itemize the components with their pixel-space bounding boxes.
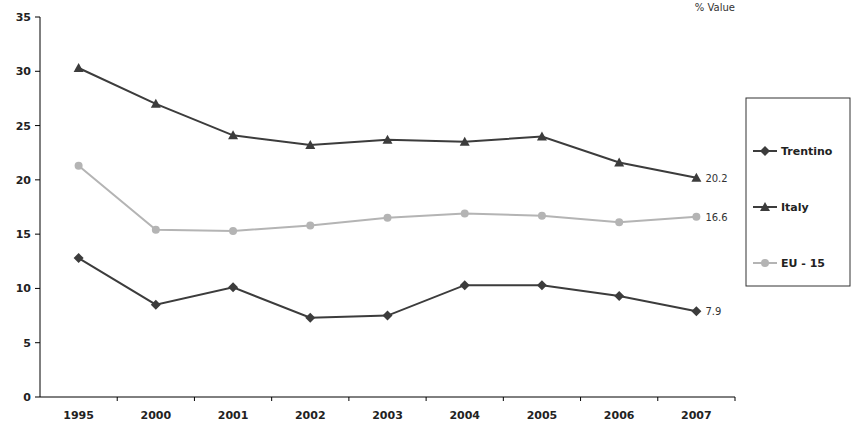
series-marker: [74, 253, 84, 263]
x-tick: [271, 397, 272, 401]
legend-label: EU - 15: [781, 257, 825, 270]
y-tick-label: 5: [23, 337, 31, 350]
series-marker: [228, 282, 238, 292]
series-marker: [537, 280, 547, 290]
x-tick: [117, 397, 118, 401]
x-tick: [348, 397, 349, 401]
y-tick: [35, 234, 40, 235]
legend-marker: [761, 259, 769, 267]
x-tick-label: 1995: [63, 409, 94, 422]
plot-marks: [74, 63, 702, 323]
chart-container: 0 5 10 15 20 25 30 35 1995 2000 2001 2002 2003 2004 20…: [0, 0, 862, 430]
y-tick: [35, 125, 40, 126]
series-marker: [152, 226, 160, 234]
y-tick: [35, 179, 40, 180]
y-tick-label: 25: [16, 120, 31, 133]
y-tick-label: 30: [16, 65, 32, 78]
series-marker: [537, 131, 547, 140]
data-label: 7.9: [705, 306, 721, 317]
series-marker: [228, 130, 238, 139]
y-tick: [35, 288, 40, 289]
data-label: 16.6: [705, 212, 727, 223]
x-tick: [194, 397, 195, 401]
y-tick-label: 10: [16, 282, 32, 295]
series-marker: [74, 63, 84, 72]
series-marker: [306, 221, 314, 229]
x-tick-label: 2000: [141, 409, 172, 422]
x-tick-label: 2002: [295, 409, 326, 422]
x-tick: [735, 397, 736, 401]
series-marker: [384, 214, 392, 222]
legend: Trentino Italy EU - 15: [746, 98, 850, 286]
y-tick-label: 20: [16, 174, 32, 187]
y-axis-label: % Value: [695, 2, 735, 13]
x-tick: [657, 397, 658, 401]
series-marker: [151, 99, 161, 108]
y-tick: [35, 342, 40, 343]
x-tick-label: 2003: [372, 409, 403, 422]
x-tick-label: 2004: [449, 409, 480, 422]
x-tick: [503, 397, 504, 401]
x-tick: [580, 397, 581, 401]
legend-label: Italy: [781, 201, 809, 214]
y-axis-line: [40, 17, 41, 397]
series-marker: [383, 311, 393, 321]
data-label: 20.2: [705, 173, 727, 184]
series-marker: [305, 313, 315, 323]
x-tick-label: 2001: [218, 409, 249, 422]
series-marker: [460, 137, 470, 146]
series-marker: [538, 212, 546, 220]
legend-marker: [760, 202, 770, 211]
series-marker: [383, 135, 393, 144]
series-marker: [75, 162, 83, 170]
series-marker: [691, 306, 701, 316]
y-tick: [35, 71, 40, 72]
y-tick: [35, 397, 40, 398]
y-tick: [35, 17, 40, 18]
series-marker: [691, 173, 701, 182]
x-tick: [426, 397, 427, 401]
y-tick-label: 0: [23, 391, 31, 404]
x-axis-line: [40, 397, 735, 398]
y-tick-label: 35: [16, 11, 31, 24]
series-marker: [460, 280, 470, 290]
data-labels: 7.9 20.2 16.6: [705, 173, 727, 318]
series-marker: [614, 291, 624, 301]
x-tick-label: 2007: [681, 409, 712, 422]
series-marker: [305, 140, 315, 149]
legend-box: [746, 98, 850, 286]
series-marker: [615, 218, 623, 226]
x-tick-label: 2006: [604, 409, 635, 422]
series-marker: [692, 213, 700, 221]
series-marker: [614, 157, 624, 166]
series-line: [79, 258, 697, 318]
series-marker: [229, 227, 237, 235]
series-line: [79, 68, 697, 178]
chart-svg: 0 5 10 15 20 25 30 35 1995 2000 2001 2002 2003 2004 20…: [0, 0, 862, 430]
series-line: [79, 166, 697, 231]
legend-marker: [760, 146, 770, 156]
legend-label: Trentino: [781, 145, 833, 158]
series-marker: [461, 210, 469, 218]
series-marker: [151, 300, 161, 310]
x-tick-label: 2005: [527, 409, 558, 422]
y-tick-label: 15: [16, 228, 31, 241]
